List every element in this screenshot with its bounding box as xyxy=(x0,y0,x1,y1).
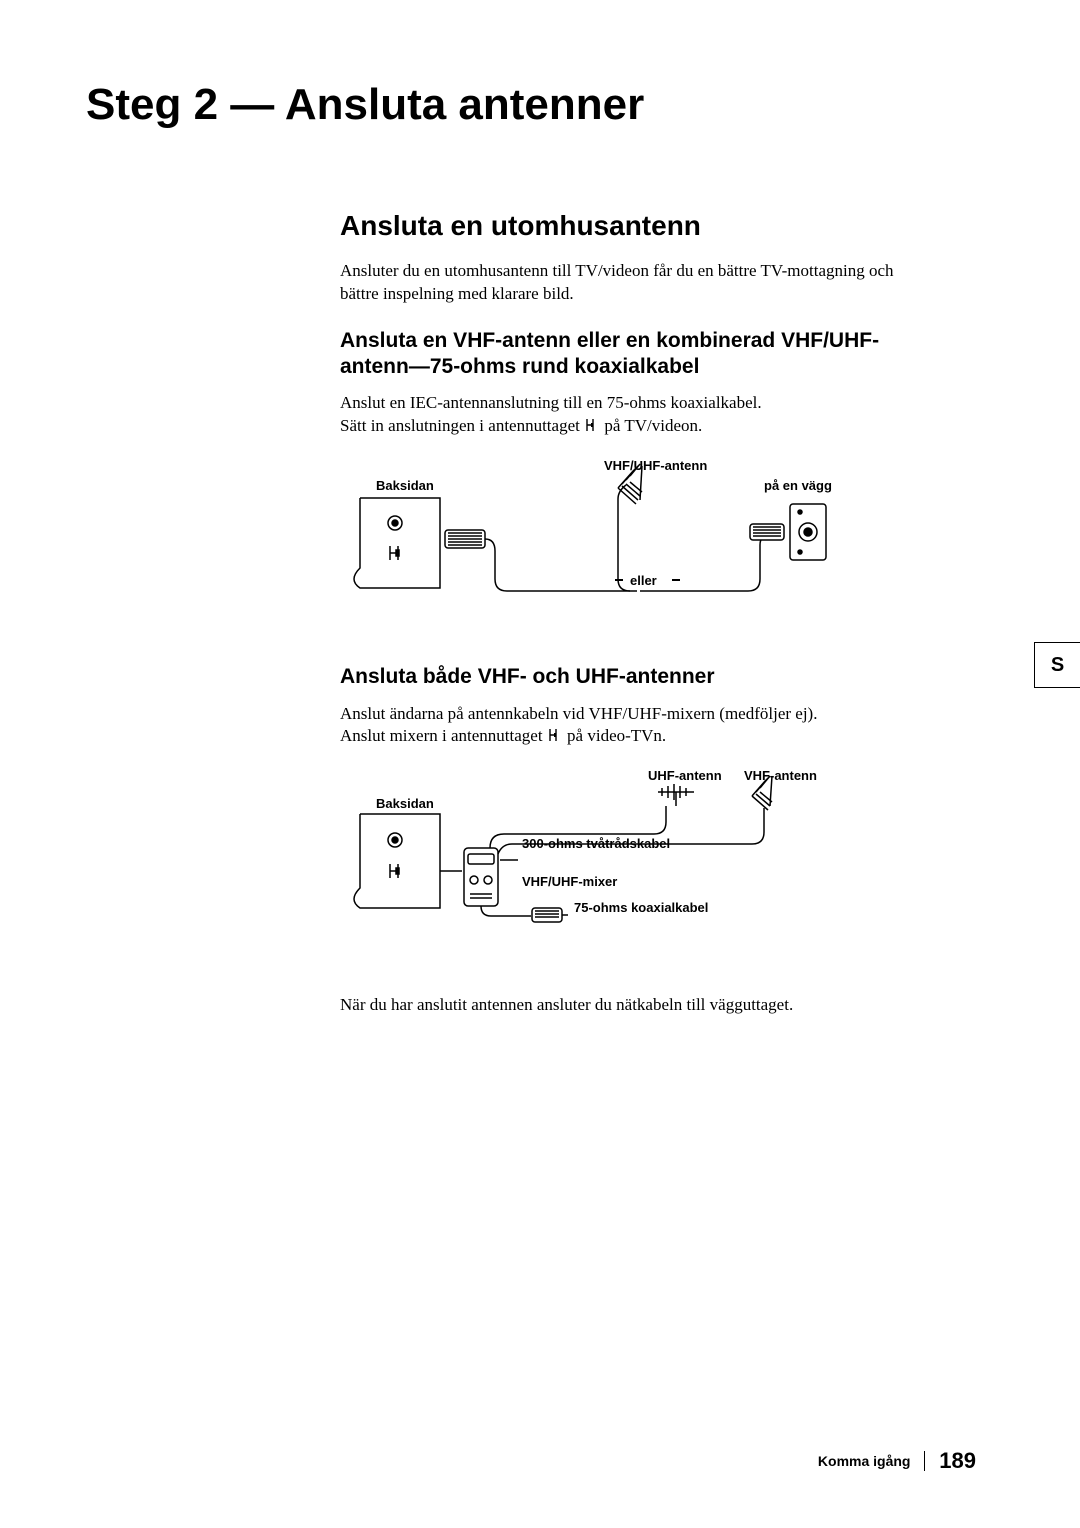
page-title: Steg 2 — Ansluta antenner xyxy=(86,80,644,130)
footer-separator xyxy=(924,1451,925,1471)
antenna-socket-icon xyxy=(547,727,563,743)
fig2-coax-label: 75-ohms koaxialkabel xyxy=(574,900,708,915)
fig1-antenna-label: VHF/UHF-antenn xyxy=(604,458,707,473)
intro-text: Ansluter du en utomhusantenn till TV/vid… xyxy=(340,260,930,306)
sub1-line2b: på TV/videon. xyxy=(604,416,702,435)
sub2-body: Anslut ändarna på antennkabeln vid VHF/U… xyxy=(340,703,930,749)
closing-text: När du har anslutit antennen ansluter du… xyxy=(340,994,930,1017)
figure-1: Baksidan VHF/UHF-antenn på en vägg eller xyxy=(340,458,930,628)
fig1-back-label: Baksidan xyxy=(376,478,434,493)
fig2-mixer-label: VHF/UHF-mixer xyxy=(522,874,617,889)
figure-2: UHF-antenn VHF-antenn Baksidan 300-ohms … xyxy=(340,768,930,958)
footer-section: Komma igång xyxy=(818,1453,911,1469)
fig1-or-label: eller xyxy=(630,573,657,588)
sub2-heading: Ansluta både VHF- och UHF-antenner xyxy=(340,664,930,690)
fig2-twin-label: 300-ohms tvåtrådskabel xyxy=(522,836,670,851)
fig2-back-label: Baksidan xyxy=(376,796,434,811)
side-tab: S xyxy=(1034,642,1080,688)
section-heading: Ansluta en utomhusantenn xyxy=(340,210,930,242)
sub2-line2b: på video-TVn. xyxy=(567,726,666,745)
sub1-line1: Anslut en IEC-antennanslutning till en 7… xyxy=(340,393,762,412)
sub2-line1: Anslut ändarna på antennkabeln vid VHF/U… xyxy=(340,704,817,723)
sub1-heading: Ansluta en VHF-antenn eller en kombinera… xyxy=(340,328,930,381)
sub1-line2a: Sätt in anslutningen i antennuttaget xyxy=(340,416,584,435)
fig2-diagram xyxy=(340,768,900,948)
sub1-body: Anslut en IEC-antennanslutning till en 7… xyxy=(340,392,930,438)
antenna-socket-icon xyxy=(584,417,600,433)
fig1-wall-label: på en vägg xyxy=(764,478,832,493)
fig2-uhf-label: UHF-antenn xyxy=(648,768,722,783)
sub2-line2a: Anslut mixern i antennuttaget xyxy=(340,726,547,745)
fig2-vhf-label: VHF-antenn xyxy=(744,768,817,783)
footer-page-number: 189 xyxy=(939,1448,976,1473)
footer: Komma igång 189 xyxy=(818,1448,976,1474)
side-tab-letter: S xyxy=(1051,654,1064,677)
